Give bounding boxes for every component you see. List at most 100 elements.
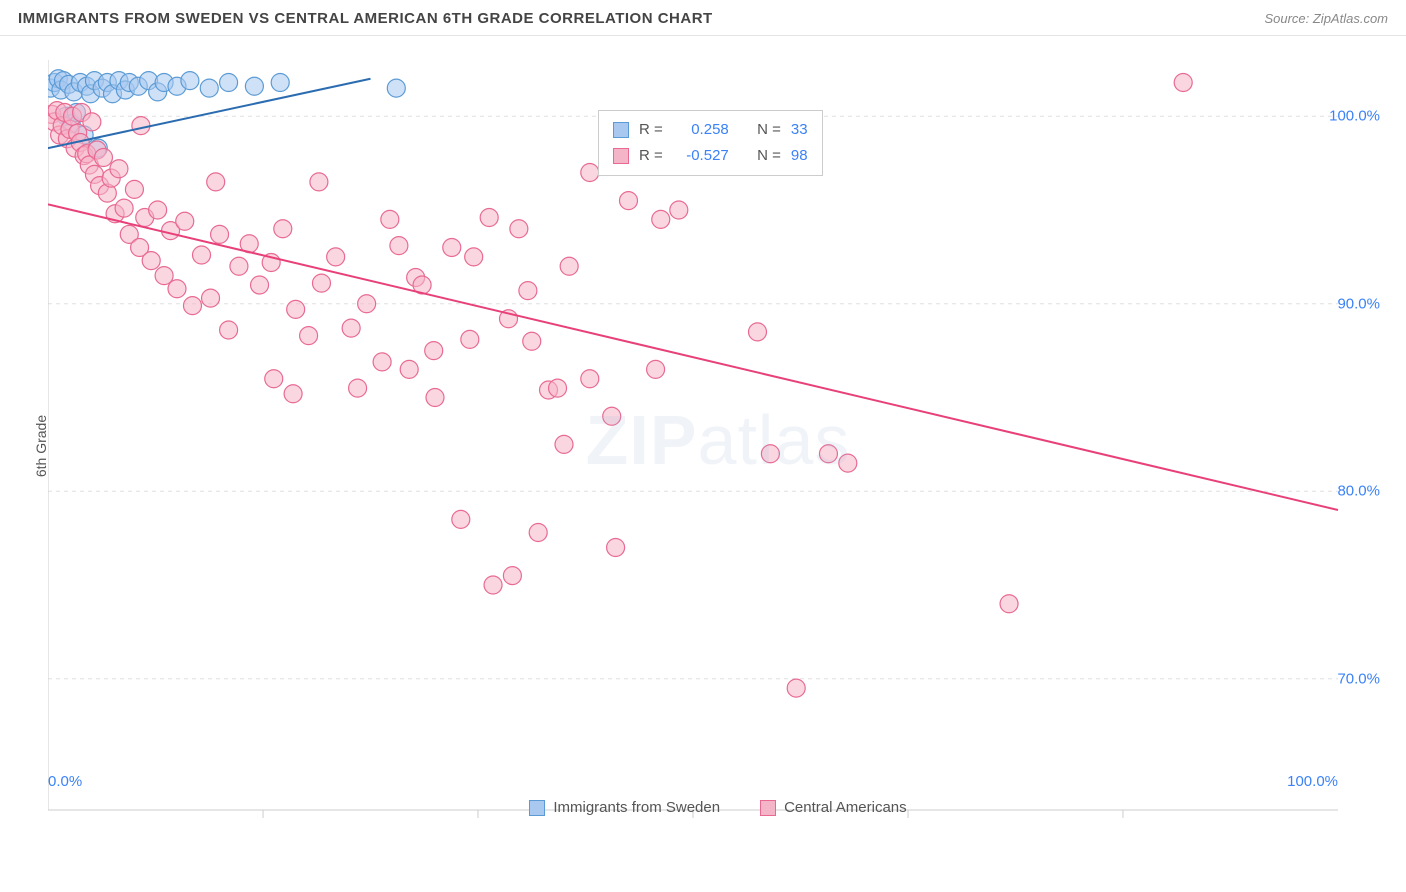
data-point — [202, 289, 220, 307]
data-point — [787, 679, 805, 697]
data-point — [523, 332, 541, 350]
data-point — [220, 321, 238, 339]
data-point — [149, 201, 167, 219]
source-label: Source: ZipAtlas.com — [1264, 11, 1388, 26]
data-point — [300, 327, 318, 345]
legend-swatch — [613, 148, 629, 164]
data-point — [555, 435, 573, 453]
data-point — [761, 445, 779, 463]
data-point — [670, 201, 688, 219]
stat-r-label: R = — [639, 117, 663, 143]
data-point — [647, 360, 665, 378]
data-point — [207, 173, 225, 191]
data-point — [426, 389, 444, 407]
data-point — [125, 180, 143, 198]
data-point — [287, 300, 305, 318]
y-tick-label: 70.0% — [1337, 670, 1380, 687]
data-point — [94, 149, 112, 167]
data-point — [819, 445, 837, 463]
legend-swatch — [613, 122, 629, 138]
data-point — [200, 79, 218, 97]
data-point — [274, 220, 292, 238]
data-point — [265, 370, 283, 388]
data-point — [461, 330, 479, 348]
stat-r-value: 0.258 — [673, 117, 729, 143]
data-point — [358, 295, 376, 313]
legend-swatch — [760, 800, 776, 816]
data-point — [390, 237, 408, 255]
data-point — [284, 385, 302, 403]
data-point — [443, 239, 461, 257]
stats-legend-row: R = 0.258 N = 33 — [613, 117, 808, 143]
chart-title: IMMIGRANTS FROM SWEDEN VS CENTRAL AMERIC… — [18, 10, 713, 27]
data-point — [620, 192, 638, 210]
y-tick-label: 80.0% — [1337, 483, 1380, 500]
data-point — [425, 342, 443, 360]
data-point — [327, 248, 345, 266]
data-point — [503, 567, 521, 585]
data-point — [132, 117, 150, 135]
data-point — [581, 164, 599, 182]
data-point — [168, 280, 186, 298]
data-point — [1000, 595, 1018, 613]
data-point — [581, 370, 599, 388]
data-point — [211, 225, 229, 243]
y-tick-label: 100.0% — [1329, 108, 1380, 125]
data-point — [181, 72, 199, 90]
data-point — [652, 210, 670, 228]
data-point — [183, 297, 201, 315]
data-point — [387, 79, 405, 97]
data-point — [560, 257, 578, 275]
data-point — [271, 74, 289, 92]
data-point — [245, 77, 263, 95]
data-point — [310, 173, 328, 191]
data-point — [373, 353, 391, 371]
stat-r-value: -0.527 — [673, 143, 729, 169]
stat-n-value: 33 — [791, 117, 808, 143]
stats-legend-row: R =-0.527 N =98 — [613, 143, 808, 169]
legend-swatch — [529, 800, 545, 816]
data-point — [381, 210, 399, 228]
series-legend-label: Immigrants from Sweden — [553, 799, 720, 816]
data-point — [749, 323, 767, 341]
data-point — [142, 252, 160, 270]
data-point — [312, 274, 330, 292]
data-point — [349, 379, 367, 397]
data-point — [110, 160, 128, 178]
stat-n-label: N = — [757, 143, 781, 169]
data-point — [400, 360, 418, 378]
data-point — [220, 74, 238, 92]
data-point — [603, 407, 621, 425]
stat-n-value: 98 — [791, 143, 808, 169]
data-point — [839, 454, 857, 472]
data-point — [549, 379, 567, 397]
header-bar: IMMIGRANTS FROM SWEDEN VS CENTRAL AMERIC… — [0, 0, 1406, 36]
series-legend-item: Immigrants from Sweden — [529, 799, 720, 816]
trend-line — [48, 204, 1338, 510]
data-point — [176, 212, 194, 230]
x-tick-label: 0.0% — [48, 773, 82, 790]
series-legend-item: Central Americans — [760, 799, 907, 816]
data-point — [83, 113, 101, 131]
data-point — [452, 510, 470, 528]
data-point — [230, 257, 248, 275]
data-point — [115, 199, 133, 217]
data-point — [193, 246, 211, 264]
y-axis-label: 6th Grade — [33, 415, 49, 477]
data-point — [529, 524, 547, 542]
series-legend-label: Central Americans — [784, 799, 907, 816]
data-point — [510, 220, 528, 238]
data-point — [480, 209, 498, 227]
data-point — [1174, 74, 1192, 92]
series-legend: Immigrants from Sweden Central Americans — [48, 799, 1388, 816]
data-point — [607, 539, 625, 557]
data-point — [484, 576, 502, 594]
data-point — [342, 319, 360, 337]
stat-n-label: N = — [757, 117, 781, 143]
data-point — [251, 276, 269, 294]
stats-legend-box: R = 0.258 N = 33R = -0.527 N = 98 — [598, 110, 823, 176]
y-tick-label: 90.0% — [1337, 295, 1380, 312]
x-tick-label: 100.0% — [1287, 773, 1338, 790]
data-point — [519, 282, 537, 300]
chart-area: ZIPatlas R =0.258 N =33R =-0.527 N =98 I… — [48, 50, 1388, 830]
